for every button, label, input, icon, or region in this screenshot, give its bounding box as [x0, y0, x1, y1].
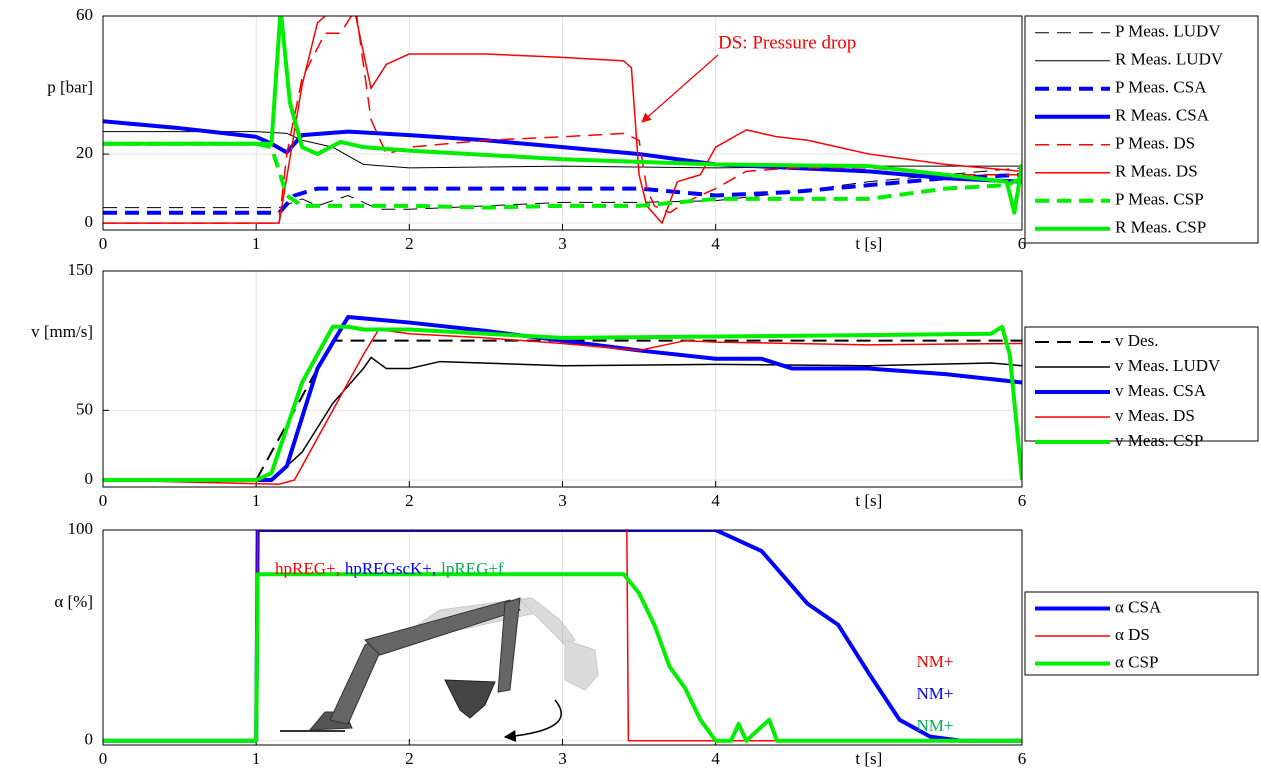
- y-tick-label: 20: [76, 143, 93, 162]
- data-line: [103, 119, 1022, 184]
- series-group: [103, 530, 1022, 743]
- y-tick-label: 0: [85, 469, 94, 488]
- y-tick-label: 0: [85, 730, 94, 749]
- y-axis-label: v [mm/s]: [31, 322, 93, 341]
- legend-label: R Meas. DS: [1115, 162, 1198, 181]
- legend-label: v Meas. LUDV: [1115, 356, 1221, 375]
- x-tick-label: 3: [558, 749, 567, 768]
- data-line: [103, 141, 1022, 210]
- annotation-part: lpREG+f: [441, 559, 504, 578]
- x-axis-label: t [s]: [855, 234, 882, 253]
- y-tick-label: 50: [76, 399, 93, 418]
- annotation: hpREG+, hpREGscK+, lpREG+f: [275, 559, 504, 578]
- y-tick-label: 60: [76, 5, 93, 24]
- legend-label: α CSP: [1115, 652, 1158, 671]
- y-tick-label: 150: [68, 260, 94, 279]
- legend-label: R Meas. CSP: [1115, 218, 1206, 237]
- legend-box: [1024, 326, 1259, 442]
- legend-label: v Meas. CSP: [1115, 431, 1203, 450]
- method-label: NM+: [917, 652, 954, 671]
- series-group: [103, 314, 1022, 485]
- data-line: [103, 16, 1022, 224]
- x-tick-label: 2: [405, 749, 414, 768]
- x-tick-label: 6: [1018, 749, 1027, 768]
- data-line: [103, 16, 1022, 215]
- legend-label: α CSA: [1115, 597, 1162, 616]
- legend-label: α DS: [1115, 625, 1150, 644]
- legend-box: [1024, 591, 1259, 676]
- x-tick-label: 1: [252, 234, 261, 253]
- x-tick-label: 0: [99, 234, 108, 253]
- legend-label: P Meas. CSP: [1115, 190, 1204, 209]
- annotation-arrow: [641, 54, 719, 123]
- x-tick-label: 2: [405, 234, 414, 253]
- legend-label: v Des.: [1115, 331, 1158, 350]
- x-tick-label: 0: [99, 749, 108, 768]
- y-axis-label: α [%]: [54, 592, 93, 611]
- x-tick-label: 4: [711, 749, 720, 768]
- series-group: [103, 16, 1022, 224]
- x-tick-label: 3: [558, 234, 567, 253]
- annotation: DS: Pressure drop: [718, 32, 856, 53]
- data-line: [103, 324, 1022, 483]
- y-axis-label: p [bar]: [47, 78, 93, 97]
- x-tick-label: 3: [558, 491, 567, 510]
- subplot: 0 50 150 0 1 2 3 4 6 t [s] v [mm/s]: [31, 260, 1026, 510]
- x-tick-label: 6: [1018, 491, 1027, 510]
- axes-frame: [102, 529, 1023, 746]
- x-tick-label: 4: [711, 491, 720, 510]
- method-label: NM+: [917, 684, 954, 703]
- legend-label: P Meas. CSA: [1115, 78, 1207, 97]
- legend-label: v Meas. DS: [1115, 406, 1195, 425]
- excavator-illustration: [280, 597, 599, 742]
- annotation-part: hpREG+,: [275, 559, 340, 578]
- x-axis-label: t [s]: [855, 749, 882, 768]
- legend-label: P Meas. LUDV: [1115, 22, 1221, 41]
- annotation-part: hpREGscK+,: [345, 559, 436, 578]
- x-tick-label: 4: [711, 234, 720, 253]
- legend-label: P Meas. DS: [1115, 134, 1195, 153]
- y-tick-label: 100: [68, 519, 94, 538]
- method-label: NM+: [917, 716, 954, 735]
- axes-frame: [102, 270, 1023, 488]
- data-line: [103, 16, 1022, 224]
- legend-label: R Meas. CSA: [1115, 106, 1210, 125]
- data-line: [103, 572, 1022, 743]
- x-axis-label: t [s]: [855, 491, 882, 510]
- legend-box: [1024, 15, 1259, 244]
- x-tick-label: 1: [252, 749, 261, 768]
- legend-label: R Meas. LUDV: [1115, 50, 1224, 69]
- data-line: [103, 328, 1022, 485]
- legend-label: v Meas. CSA: [1115, 381, 1207, 400]
- x-tick-label: 1: [252, 491, 261, 510]
- data-line: [103, 172, 1022, 215]
- x-tick-label: 0: [99, 491, 108, 510]
- axes-frame: [102, 15, 1023, 231]
- x-tick-label: 2: [405, 491, 414, 510]
- y-tick-label: 0: [85, 212, 94, 231]
- x-tick-label: 6: [1018, 234, 1027, 253]
